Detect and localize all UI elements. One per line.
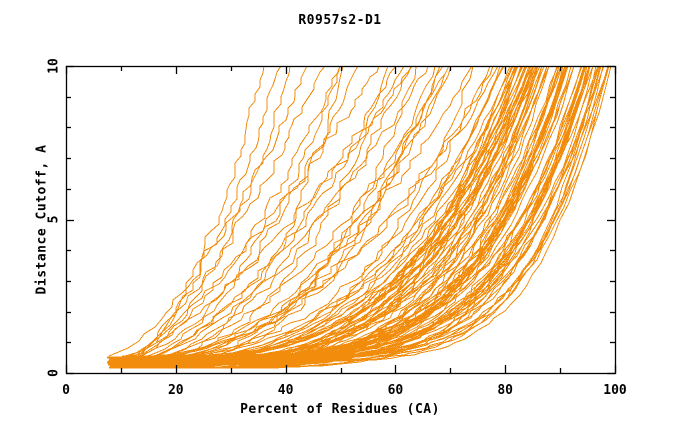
svg-text:100: 100 bbox=[603, 383, 627, 398]
svg-text:0: 0 bbox=[47, 369, 62, 377]
svg-text:60: 60 bbox=[388, 383, 404, 398]
svg-text:20: 20 bbox=[168, 383, 184, 398]
svg-text:80: 80 bbox=[497, 383, 513, 398]
axis-tick-labels: 0 20 40 60 80 100 0 5 10 bbox=[47, 58, 627, 398]
svg-text:5: 5 bbox=[47, 216, 62, 224]
x-axis-title: Percent of Residues (CA) bbox=[240, 402, 440, 417]
page-title: R0957s2-D1 bbox=[298, 13, 382, 28]
svg-text:40: 40 bbox=[278, 383, 294, 398]
data-curves bbox=[107, 65, 612, 369]
svg-text:0: 0 bbox=[62, 383, 70, 398]
svg-text:10: 10 bbox=[47, 58, 62, 74]
axis-ticks bbox=[65, 65, 617, 375]
